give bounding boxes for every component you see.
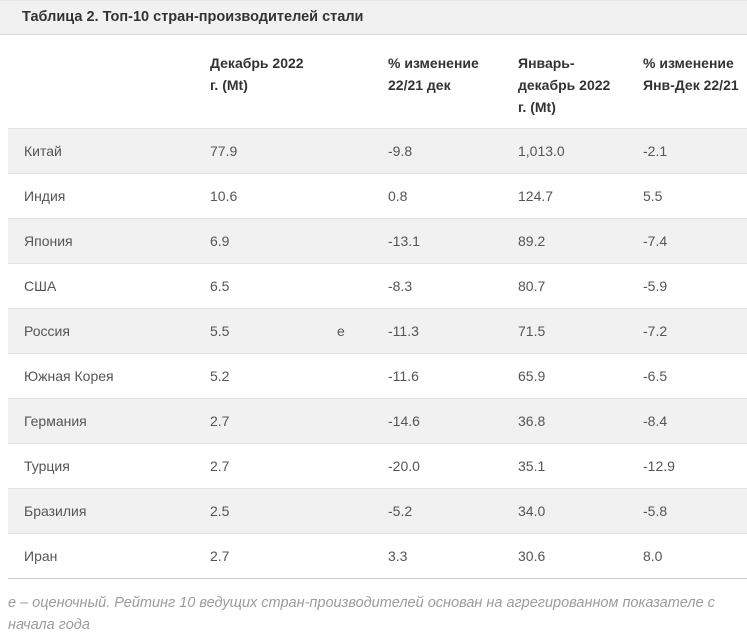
cell-dec-value: 10.6	[210, 188, 238, 204]
cell-pct-change-ytd: -5.8	[643, 503, 668, 519]
cell-jan-dec-value: 35.1	[518, 458, 546, 474]
cell-country: США	[24, 278, 57, 294]
cell-pct-change-dec: -11.6	[388, 368, 419, 384]
cell-country: Бразилия	[24, 503, 87, 519]
cell-jan-dec-value: 124.7	[518, 188, 554, 204]
cell-estimate-flag: е	[337, 323, 345, 339]
cell-country: Япония	[24, 233, 73, 249]
cell-jan-dec-value: 34.0	[518, 503, 546, 519]
table-row: Россия 5.5 е -11.3 71.5 -7.2	[8, 308, 747, 353]
cell-dec-value: 2.7	[210, 548, 230, 564]
header-december-2022: Декабрь 2022 г. (Mt)	[210, 55, 304, 93]
table-header-row: Декабрь 2022 г. (Mt) % изменение 22/21 д…	[8, 35, 747, 128]
cell-jan-dec-value: 30.6	[518, 548, 546, 564]
cell-pct-change-dec: -11.3	[388, 323, 419, 339]
cell-pct-change-ytd: 5.5	[643, 188, 663, 204]
cell-pct-change-ytd: 8.0	[643, 548, 663, 564]
table-title-bar: Таблица 2. Топ-10 стран-производителей с…	[0, 0, 747, 35]
cell-dec-value: 77.9	[210, 143, 238, 159]
table-footnote: е – оценочный. Рейтинг 10 ведущих стран-…	[8, 595, 715, 633]
cell-pct-change-dec: -14.6	[388, 413, 420, 429]
cell-pct-change-ytd: -8.4	[643, 413, 668, 429]
cell-pct-change-dec: -9.8	[388, 143, 413, 159]
table-row: Китай 77.9 -9.8 1,013.0 -2.1	[8, 128, 747, 173]
cell-jan-dec-value: 71.5	[518, 323, 546, 339]
cell-pct-change-ytd: -6.5	[643, 368, 668, 384]
table-row: США 6.5 -8.3 80.7 -5.9	[8, 263, 747, 308]
cell-pct-change-dec: -20.0	[388, 458, 420, 474]
cell-pct-change-dec: 0.8	[388, 188, 408, 204]
cell-country: Иран	[24, 548, 58, 564]
cell-jan-dec-value: 1,013.0	[518, 143, 565, 159]
table-title: Таблица 2. Топ-10 стран-производителей с…	[22, 9, 364, 25]
cell-country: Индия	[24, 188, 66, 204]
header-pct-change-ytd: % изменение Янв-Дек 22/21	[643, 55, 739, 93]
cell-country: Южная Корея	[24, 368, 114, 384]
cell-dec-value: 2.5	[210, 503, 230, 519]
cell-pct-change-dec: 3.3	[388, 548, 408, 564]
cell-dec-value: 6.5	[210, 278, 230, 294]
cell-pct-change-ytd: -12.9	[643, 458, 675, 474]
cell-pct-change-dec: -8.3	[388, 278, 413, 294]
table-row: Турция 2.7 -20.0 35.1 -12.9	[8, 443, 747, 488]
cell-pct-change-ytd: -7.2	[643, 323, 668, 339]
cell-pct-change-ytd: -7.4	[643, 233, 668, 249]
cell-dec-value: 5.2	[210, 368, 230, 384]
table-row: Индия 10.6 0.8 124.7 5.5	[8, 173, 747, 218]
cell-country: Турция	[24, 458, 70, 474]
cell-dec-value: 2.7	[210, 413, 230, 429]
cell-country: Россия	[24, 323, 70, 339]
table-row: Япония 6.9 -13.1 89.2 -7.4	[8, 218, 747, 263]
cell-jan-dec-value: 89.2	[518, 233, 546, 249]
table-row: Бразилия 2.5 -5.2 34.0 -5.8	[8, 488, 747, 533]
cell-pct-change-ytd: -2.1	[643, 143, 668, 159]
table-row: Иран 2.7 3.3 30.6 8.0	[8, 533, 747, 578]
cell-jan-dec-value: 80.7	[518, 278, 546, 294]
cell-jan-dec-value: 36.8	[518, 413, 546, 429]
header-country	[8, 52, 194, 128]
cell-dec-value: 6.9	[210, 233, 230, 249]
table-row: Южная Корея 5.2 -11.6 65.9 -6.5	[8, 353, 747, 398]
steel-producers-table: Декабрь 2022 г. (Mt) % изменение 22/21 д…	[8, 35, 747, 579]
cell-dec-value: 2.7	[210, 458, 230, 474]
cell-pct-change-dec: -5.2	[388, 503, 413, 519]
cell-pct-change-dec: -13.1	[388, 233, 420, 249]
cell-country: Германия	[24, 413, 87, 429]
header-pct-change-dec: % изменение 22/21 дек	[388, 55, 479, 93]
cell-pct-change-ytd: -5.9	[643, 278, 668, 294]
cell-dec-value: 5.5	[210, 323, 230, 339]
cell-country: Китай	[24, 143, 62, 159]
cell-jan-dec-value: 65.9	[518, 368, 546, 384]
table-row: Германия 2.7 -14.6 36.8 -8.4	[8, 398, 747, 443]
header-jan-dec-2022: Январь- декабрь 2022 г. (Mt)	[518, 55, 611, 115]
